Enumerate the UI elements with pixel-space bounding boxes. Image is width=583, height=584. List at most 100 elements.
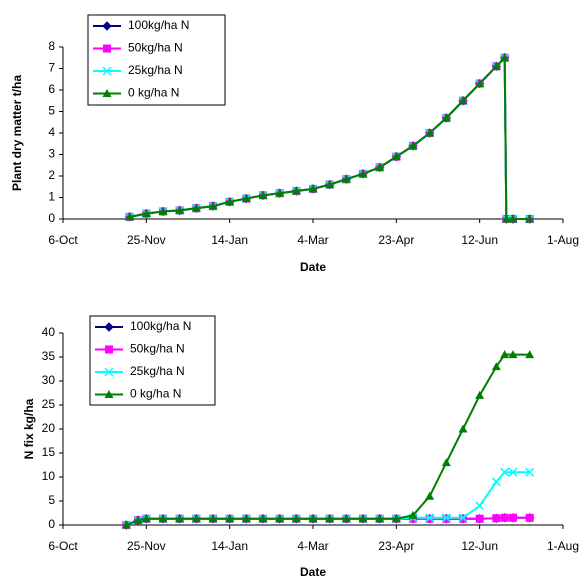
y-tick-label: 10 bbox=[42, 469, 56, 483]
x-axis-label: Date bbox=[300, 565, 326, 579]
marker bbox=[525, 350, 535, 359]
legend-label: 100kg/ha N bbox=[128, 18, 189, 32]
marker bbox=[341, 514, 351, 523]
marker bbox=[375, 162, 385, 171]
x-tick-label: 14-Jan bbox=[211, 233, 248, 247]
marker bbox=[105, 345, 113, 354]
marker bbox=[104, 390, 114, 398]
marker bbox=[525, 467, 535, 477]
y-tick-label: 30 bbox=[42, 373, 56, 387]
x-tick-label: 23-Apr bbox=[378, 539, 414, 553]
legend-label: 50kg/ha N bbox=[130, 342, 185, 356]
y-tick-label: 4 bbox=[48, 125, 55, 139]
marker bbox=[158, 206, 168, 215]
marker bbox=[441, 513, 451, 523]
marker bbox=[308, 184, 318, 193]
x-tick-label: 12-Jun bbox=[461, 233, 498, 247]
marker bbox=[325, 514, 335, 523]
marker bbox=[208, 514, 218, 523]
x-tick-label: 1-Aug bbox=[547, 233, 579, 247]
marker bbox=[458, 513, 468, 523]
y-tick-label: 5 bbox=[48, 493, 55, 507]
y-tick-label: 2 bbox=[48, 168, 55, 182]
marker bbox=[308, 514, 318, 523]
legend-label: 100kg/ha N bbox=[130, 319, 191, 333]
marker bbox=[525, 513, 534, 522]
x-tick-label: 25-Nov bbox=[127, 233, 166, 247]
marker bbox=[475, 501, 485, 511]
marker bbox=[208, 201, 218, 210]
marker bbox=[509, 513, 517, 522]
legend: 100kg/ha N 50kg/ha N 25kg/ha N 0 kg/ha N bbox=[87, 14, 226, 106]
y-tick-label: 1 bbox=[48, 190, 55, 204]
marker bbox=[358, 514, 368, 523]
marker bbox=[141, 209, 151, 218]
marker bbox=[102, 89, 112, 97]
marker bbox=[191, 203, 201, 212]
x-tick-label: 14-Jan bbox=[211, 539, 248, 553]
x-tick-label: 1-Aug bbox=[547, 539, 579, 553]
marker bbox=[441, 113, 451, 122]
x-tick-label: 4-Mar bbox=[297, 539, 328, 553]
marker bbox=[408, 510, 418, 519]
x-tick-label: 12-Jun bbox=[461, 539, 498, 553]
marker bbox=[133, 515, 143, 524]
marker bbox=[225, 197, 235, 206]
legend-box bbox=[87, 14, 226, 106]
marker bbox=[475, 79, 485, 88]
marker bbox=[102, 21, 112, 31]
marker bbox=[241, 194, 251, 203]
marker bbox=[508, 350, 518, 359]
y-tick-label: 15 bbox=[42, 445, 56, 459]
legend-label: 50kg/ha N bbox=[128, 41, 183, 55]
x-tick-label: 6-Oct bbox=[48, 539, 78, 553]
marker bbox=[104, 322, 114, 332]
marker bbox=[491, 61, 501, 70]
legend-box bbox=[89, 315, 216, 406]
marker bbox=[358, 169, 368, 178]
legend-label: 25kg/ha N bbox=[128, 63, 183, 77]
chart: 0 1 2 3 4 5 6 7 8 6-Oct 25-Nov 14-Jan 4-Mar 23-Apr 12-… bbox=[10, 14, 579, 274]
marker bbox=[121, 520, 131, 529]
y-tick-label: 8 bbox=[48, 39, 55, 53]
marker bbox=[241, 514, 251, 523]
x-axis-label: Date bbox=[300, 260, 326, 274]
marker bbox=[508, 467, 518, 477]
x-tick-label: 23-Apr bbox=[378, 233, 414, 247]
marker bbox=[103, 44, 111, 53]
marker bbox=[225, 514, 235, 523]
marker bbox=[500, 467, 510, 477]
y-axis-label: N fix kg/ha bbox=[22, 398, 36, 459]
marker bbox=[475, 390, 485, 399]
x-tick-label: 4-Mar bbox=[297, 233, 328, 247]
x-tick-label: 25-Nov bbox=[127, 539, 166, 553]
marker bbox=[458, 424, 468, 433]
marker bbox=[158, 514, 168, 523]
marker bbox=[492, 514, 501, 523]
marker bbox=[508, 214, 518, 223]
legend-label: 0 kg/ha N bbox=[128, 86, 179, 100]
marker bbox=[391, 152, 401, 161]
marker bbox=[125, 212, 135, 221]
marker bbox=[391, 514, 401, 523]
marker bbox=[491, 477, 501, 487]
y-axis-label: Plant dry matter t/ha bbox=[10, 75, 24, 191]
marker bbox=[525, 214, 535, 223]
marker bbox=[102, 66, 112, 76]
y-tick-label: 0 bbox=[48, 517, 55, 531]
marker bbox=[475, 514, 484, 523]
marker bbox=[408, 141, 418, 150]
marker bbox=[458, 96, 468, 105]
y-tick-label: 7 bbox=[48, 61, 55, 75]
legend: 100kg/ha N 50kg/ha N 25kg/ha N 0 kg/ha N bbox=[89, 315, 216, 406]
marker bbox=[258, 514, 268, 523]
marker bbox=[175, 514, 185, 523]
marker bbox=[425, 491, 435, 500]
y-tick-label: 6 bbox=[48, 82, 55, 96]
marker bbox=[500, 350, 510, 359]
y-tick-label: 0 bbox=[48, 211, 55, 225]
marker bbox=[491, 362, 501, 371]
marker bbox=[441, 458, 451, 467]
y-tick-label: 40 bbox=[42, 325, 56, 339]
